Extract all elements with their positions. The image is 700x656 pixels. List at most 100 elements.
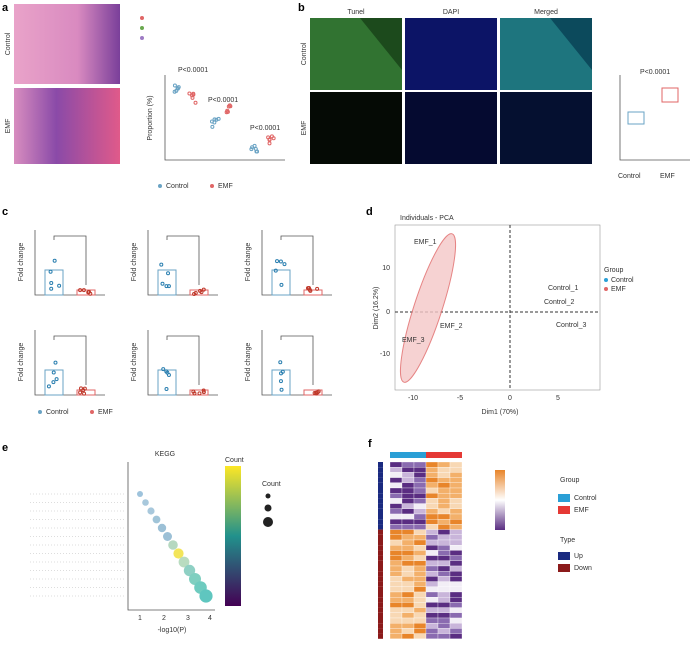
heat-cell bbox=[449, 591, 463, 598]
point-label: Control_2 bbox=[544, 299, 574, 306]
dot bbox=[266, 135, 271, 140]
legend-marker bbox=[210, 184, 214, 188]
dot bbox=[86, 290, 91, 295]
heat-cell bbox=[437, 628, 451, 634]
heat-cell bbox=[413, 487, 427, 494]
axis-label: Fold change bbox=[245, 343, 252, 382]
heat-cell bbox=[449, 529, 463, 535]
legend-marker bbox=[604, 278, 608, 282]
heat-cell bbox=[425, 513, 439, 520]
x-tick-label: 1 bbox=[138, 615, 142, 622]
legend-marker bbox=[558, 552, 570, 560]
heat-cell bbox=[389, 487, 403, 494]
heat-cell bbox=[449, 560, 463, 567]
bracket bbox=[53, 335, 87, 385]
heat-cell bbox=[449, 482, 463, 489]
heat-cell bbox=[413, 555, 427, 561]
panel-label: a bbox=[2, 2, 9, 14]
heat-cell bbox=[449, 519, 463, 525]
heat-cell bbox=[425, 612, 439, 619]
heat-cell bbox=[437, 508, 451, 515]
heat-cell bbox=[437, 560, 451, 567]
heat-cell bbox=[425, 555, 439, 561]
bracket bbox=[166, 335, 200, 385]
heat-cell bbox=[437, 513, 451, 520]
confidence-ellipse bbox=[399, 233, 457, 383]
dot bbox=[275, 259, 280, 264]
panel-label: c bbox=[2, 206, 8, 218]
heat-cell bbox=[437, 576, 451, 582]
heat-cell bbox=[437, 602, 451, 608]
type-bar bbox=[378, 508, 383, 514]
heat-cell bbox=[401, 550, 415, 556]
heat-cell bbox=[401, 591, 415, 598]
heat-cell bbox=[413, 539, 427, 546]
dot bbox=[157, 523, 167, 533]
heat-cell bbox=[449, 487, 463, 494]
heat-cell bbox=[401, 461, 415, 468]
type-bar bbox=[378, 529, 383, 535]
heat-cell bbox=[449, 524, 463, 530]
dot bbox=[78, 386, 83, 391]
type-bar bbox=[378, 560, 383, 566]
colorbar bbox=[225, 466, 241, 606]
heat-cell bbox=[425, 539, 439, 546]
heat-cell bbox=[449, 597, 463, 603]
heat-cell bbox=[401, 493, 415, 499]
heat-cell bbox=[389, 597, 403, 603]
dot-group bbox=[172, 83, 276, 154]
heat-cell bbox=[389, 472, 403, 478]
chart-title: KEGG bbox=[155, 451, 175, 458]
heat-cell bbox=[389, 602, 403, 608]
type-bar bbox=[378, 623, 383, 629]
type-bar bbox=[378, 519, 383, 525]
heat-cell bbox=[413, 461, 427, 468]
type-bar bbox=[378, 550, 383, 556]
size-key bbox=[264, 504, 272, 512]
axis-label: Fold change bbox=[18, 343, 25, 382]
axis-label: Fold change bbox=[18, 243, 25, 282]
dot bbox=[159, 262, 164, 267]
axis bbox=[619, 75, 690, 161]
type-bar bbox=[378, 477, 383, 483]
legend-title: Group bbox=[604, 267, 624, 274]
bar bbox=[271, 269, 291, 296]
heat-cell bbox=[425, 607, 439, 613]
heat-cell bbox=[401, 581, 415, 587]
heat-cell bbox=[401, 477, 415, 483]
dot bbox=[152, 515, 161, 524]
heat-cell bbox=[413, 586, 427, 593]
heat-cell bbox=[425, 524, 439, 530]
row-label: EMF bbox=[5, 119, 12, 134]
x-tick-label: 0 bbox=[508, 395, 512, 402]
heat-cell bbox=[401, 545, 415, 551]
heat-cell bbox=[401, 513, 415, 520]
panel-label: b bbox=[298, 2, 305, 14]
dot bbox=[187, 91, 192, 96]
dot bbox=[269, 134, 274, 139]
dot bbox=[212, 117, 217, 122]
heat-cell bbox=[437, 534, 451, 541]
heat-cell bbox=[437, 529, 451, 535]
type-bar bbox=[378, 482, 383, 488]
heat-cell bbox=[413, 519, 427, 525]
dot bbox=[137, 491, 143, 497]
heat-cell bbox=[425, 482, 439, 489]
heat-cell bbox=[425, 545, 439, 551]
dot bbox=[252, 143, 257, 148]
heatmap bbox=[378, 452, 463, 639]
heat-cell bbox=[437, 467, 451, 473]
bracket bbox=[53, 235, 87, 285]
axis-label: Dim2 (16.2%) bbox=[373, 287, 380, 330]
type-bar bbox=[378, 592, 383, 598]
dot bbox=[254, 149, 259, 154]
axis bbox=[164, 75, 285, 161]
heat-cell bbox=[437, 555, 451, 561]
dot bbox=[51, 380, 56, 385]
heat-cell bbox=[413, 493, 427, 499]
heat-cell bbox=[437, 519, 451, 525]
legend bbox=[140, 16, 144, 40]
dot bbox=[164, 284, 169, 289]
heat-cell bbox=[389, 513, 403, 520]
